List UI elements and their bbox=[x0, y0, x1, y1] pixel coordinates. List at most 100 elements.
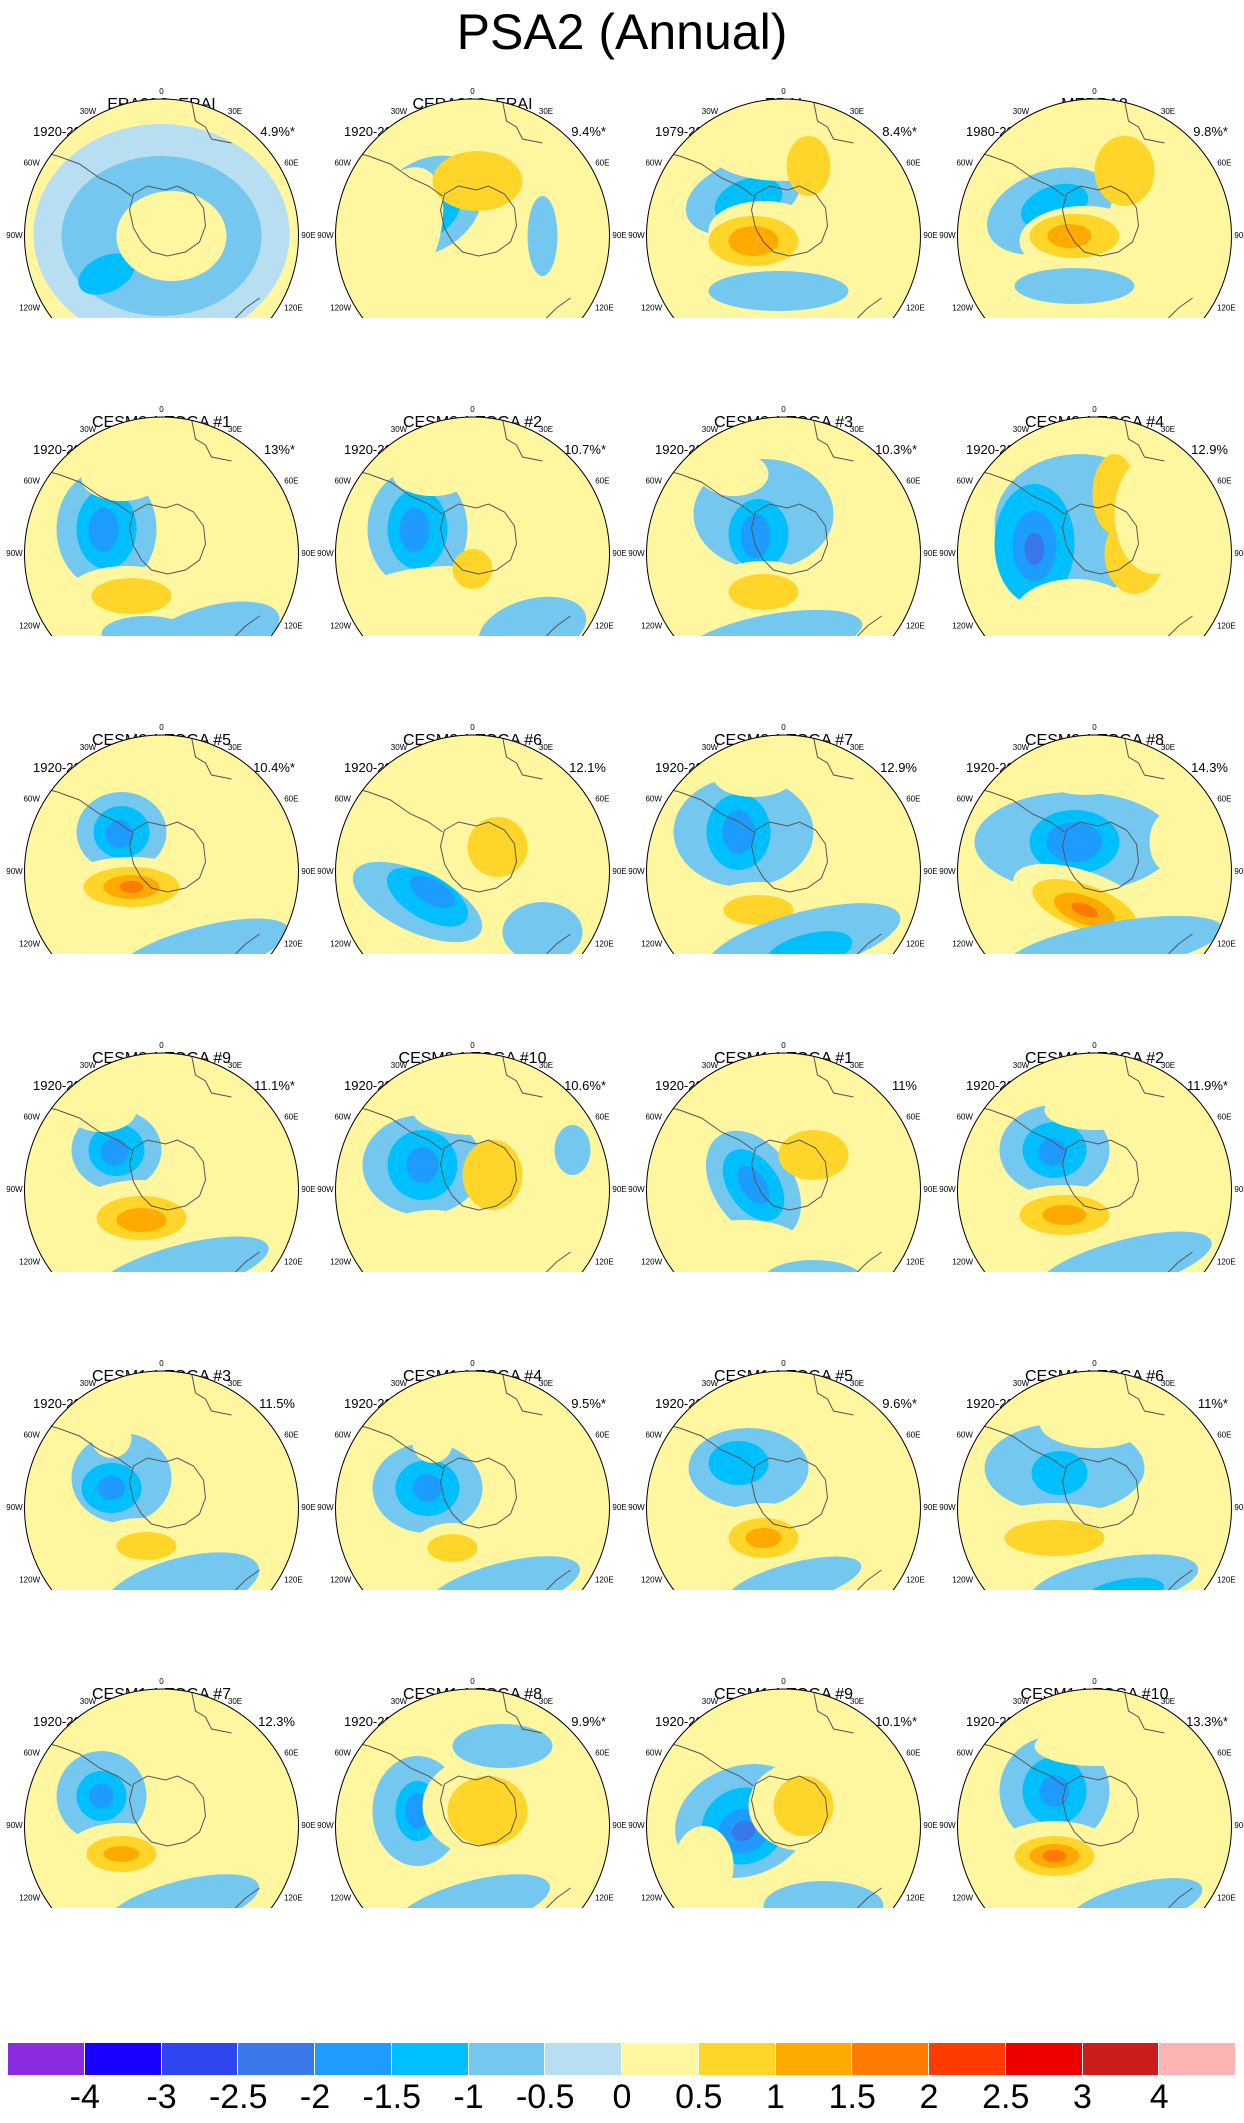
longitude-label: 90W bbox=[317, 1821, 334, 1830]
anomaly-contour bbox=[1014, 268, 1135, 304]
colorbar-swatch bbox=[929, 2043, 1006, 2075]
australia-nz-outline bbox=[448, 297, 571, 318]
antarctica-outline bbox=[128, 1139, 207, 1211]
longitude-label: 30W bbox=[1013, 1379, 1030, 1388]
panel-variance-percent: 11.9%* bbox=[1187, 1078, 1228, 1093]
australia-nz-outline bbox=[1070, 615, 1193, 636]
antarctica-outline bbox=[439, 503, 518, 575]
anomaly-contour bbox=[1094, 136, 1155, 206]
map-panel: CESM2.1 TOGA #11920-201413%*030W30E60W60… bbox=[6, 318, 317, 636]
map-border bbox=[24, 98, 299, 318]
longitude-label: 30E bbox=[1161, 1061, 1175, 1070]
map-border bbox=[24, 1052, 299, 1272]
longitude-label: 90W bbox=[939, 1503, 956, 1512]
longitude-label: 60W bbox=[645, 477, 662, 486]
longitude-label: 30W bbox=[702, 107, 719, 116]
south-america-outline bbox=[655, 1739, 754, 1787]
longitude-label: 60E bbox=[595, 1749, 609, 1758]
anomaly-contour bbox=[412, 1085, 533, 1135]
australia-nz-outline bbox=[1070, 297, 1193, 318]
longitude-label: 60E bbox=[284, 1749, 298, 1758]
anomaly-contour bbox=[1044, 1090, 1145, 1130]
africa-outline bbox=[502, 1054, 543, 1098]
longitude-label: 30W bbox=[1013, 425, 1030, 434]
polar-map: 030W30E60W60E90W90E120W120E150W150E180 bbox=[939, 723, 1244, 954]
longitude-label: 120E bbox=[284, 304, 303, 313]
anomaly-contour bbox=[462, 1140, 523, 1210]
anomaly-contour bbox=[406, 1147, 439, 1183]
longitude-label: 30W bbox=[80, 107, 97, 116]
anomaly-contour bbox=[737, 1165, 770, 1205]
longitude-label: 90E bbox=[301, 1185, 315, 1194]
africa-outline bbox=[813, 736, 854, 780]
colorbar-tick-label: 2.5 bbox=[982, 2078, 1030, 2116]
longitude-label: 120W bbox=[952, 1894, 973, 1903]
panel-variance-percent: 12.9% bbox=[1191, 442, 1228, 457]
map-border bbox=[335, 1688, 610, 1908]
longitude-label: 120W bbox=[330, 304, 351, 313]
longitude-label: 90E bbox=[923, 1503, 937, 1512]
map-border bbox=[24, 734, 299, 954]
longitude-label: 90W bbox=[939, 867, 956, 876]
south-america-outline bbox=[33, 785, 132, 833]
map-panel: CESM1.1 TOGA #41920-20149.5%*030W30E60W6… bbox=[317, 1272, 628, 1590]
antarctica-outline bbox=[439, 821, 518, 893]
colorbar-tick-label: 1 bbox=[766, 2078, 785, 2116]
longitude-label: 120E bbox=[595, 622, 614, 631]
australia-nz-outline bbox=[448, 1887, 571, 1908]
longitude-label: 120E bbox=[906, 622, 925, 631]
longitude-label: 120W bbox=[641, 304, 662, 313]
africa-outline bbox=[502, 1690, 543, 1734]
anomaly-contour bbox=[713, 757, 794, 797]
longitude-label: 30E bbox=[228, 743, 242, 752]
australia-nz-outline bbox=[137, 297, 260, 318]
map-panel: CESM1.1 TOGA #91920-201410.1%*030W30E60W… bbox=[628, 1590, 939, 1908]
longitude-label: 30E bbox=[228, 1379, 242, 1388]
anomaly-contour bbox=[116, 1532, 177, 1560]
longitude-label: 120E bbox=[906, 1576, 925, 1585]
anomaly-contour bbox=[745, 1528, 782, 1548]
antarctica-outline bbox=[439, 1139, 518, 1211]
longitude-label: 30E bbox=[228, 425, 242, 434]
longitude-label: 120W bbox=[330, 1894, 351, 1903]
longitude-label: 90W bbox=[6, 867, 23, 876]
australia-nz-outline bbox=[759, 297, 882, 318]
australia-nz-outline bbox=[448, 933, 571, 954]
map-border bbox=[335, 98, 610, 318]
anomaly-contour bbox=[1042, 1850, 1067, 1862]
longitude-label: 0 bbox=[1092, 1677, 1097, 1686]
polar-map: 030W30E60W60E90W90E120W120E150W150E180 bbox=[6, 405, 316, 636]
anomaly-contour bbox=[1114, 454, 1195, 574]
australia-nz-outline bbox=[759, 615, 882, 636]
longitude-label: 60W bbox=[956, 1113, 973, 1122]
longitude-label: 90E bbox=[301, 549, 315, 558]
anomaly-contour bbox=[722, 810, 755, 854]
anomaly-contour bbox=[554, 1125, 591, 1175]
anomaly-contour bbox=[394, 1874, 551, 1908]
map-panel: CESM2.1 TOGA #61920-201412.1%030W30E60W6… bbox=[317, 636, 628, 954]
africa-outline bbox=[1124, 736, 1165, 780]
south-america-outline bbox=[655, 1103, 754, 1151]
longitude-label: 60W bbox=[956, 1749, 973, 1758]
anomaly-contour bbox=[683, 1220, 804, 1270]
australia-nz-outline bbox=[1070, 933, 1193, 954]
longitude-label: 90E bbox=[1234, 867, 1244, 876]
longitude-label: 90W bbox=[6, 549, 23, 558]
colorbar-swatch bbox=[84, 2043, 162, 2075]
longitude-label: 0 bbox=[470, 405, 475, 414]
longitude-label: 30E bbox=[1161, 425, 1175, 434]
panel-variance-percent: 9.5%* bbox=[571, 1396, 606, 1411]
africa-outline bbox=[191, 1690, 232, 1734]
africa-outline bbox=[502, 1372, 543, 1416]
antarctica-outline bbox=[128, 503, 207, 575]
longitude-label: 30E bbox=[539, 107, 553, 116]
anomaly-contour bbox=[708, 271, 849, 311]
longitude-label: 60W bbox=[645, 1431, 662, 1440]
longitude-label: 0 bbox=[781, 87, 786, 96]
longitude-label: 60E bbox=[1217, 1113, 1231, 1122]
longitude-label: 60E bbox=[1217, 1749, 1231, 1758]
map-panel: CESM1.1 TOGA #61920-201411%*030W30E60W60… bbox=[939, 1272, 1244, 1590]
longitude-label: 30E bbox=[850, 1697, 864, 1706]
antarctica-outline bbox=[750, 1457, 829, 1529]
longitude-label: 30W bbox=[80, 1061, 97, 1070]
